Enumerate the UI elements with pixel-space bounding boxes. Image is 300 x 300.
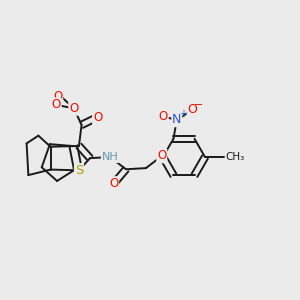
Text: O: O — [93, 111, 102, 124]
Text: O: O — [109, 177, 119, 190]
Text: S: S — [75, 164, 83, 177]
Text: O: O — [109, 177, 119, 190]
Text: O: O — [52, 98, 61, 111]
Text: O: O — [52, 98, 61, 111]
Text: O: O — [69, 102, 79, 115]
Text: −: − — [194, 100, 203, 110]
Text: CH₃: CH₃ — [226, 152, 245, 162]
Text: NH: NH — [102, 152, 118, 162]
Text: N: N — [172, 113, 182, 127]
Text: O: O — [188, 103, 197, 116]
Text: O: O — [157, 149, 167, 162]
Text: S: S — [75, 164, 83, 177]
Text: NH: NH — [102, 152, 118, 162]
Text: O: O — [157, 149, 167, 162]
Text: O: O — [69, 102, 79, 115]
Text: O: O — [93, 111, 102, 124]
Text: O: O — [159, 110, 168, 123]
Text: +: + — [179, 109, 187, 119]
Text: O: O — [53, 90, 62, 103]
